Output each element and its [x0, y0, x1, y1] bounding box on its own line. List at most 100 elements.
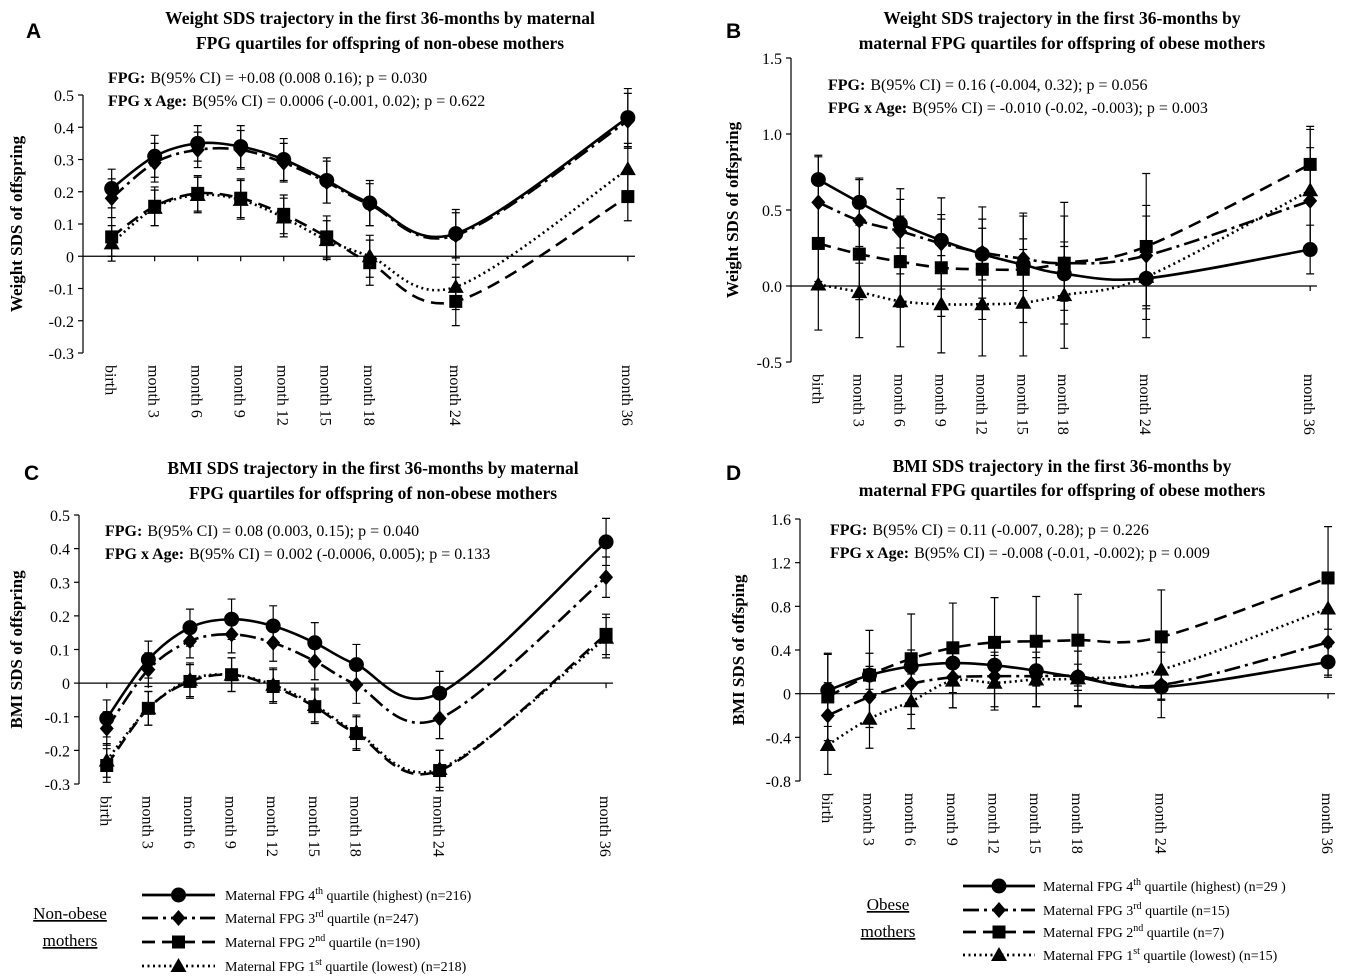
y-tick-label: 0.2 — [50, 609, 70, 626]
data-point — [140, 700, 157, 715]
data-point — [361, 248, 378, 263]
annotation-text: B(95% CI) = -0.008 (-0.01, -0.002); p = … — [914, 545, 1210, 562]
y-tick-label: 0 — [66, 249, 74, 266]
y-tick-label: 1.2 — [771, 556, 791, 573]
annotation-text: B(95% CI) = 0.08 (0.003, 0.15); p = 0.04… — [147, 523, 419, 540]
legend-label-main: Maternal FPG 1 — [1043, 949, 1133, 964]
y-tick-label: 0.1 — [50, 643, 70, 660]
data-point — [146, 199, 163, 214]
legend-marker — [991, 878, 1007, 894]
data-point — [1069, 670, 1086, 685]
y-tick-label: 1.6 — [771, 512, 791, 529]
annotation: FPG x Age: B(95% CI) = 0.0006 (-0.001, 0.… — [108, 93, 485, 110]
legend-label-rest: quartile (n=247) — [324, 912, 419, 927]
legend-label-rest: quartile (lowest) (n=15) — [1140, 949, 1278, 964]
panel-letter: A — [26, 20, 41, 43]
chart-title: FPG quartiles for offspring of non-obese… — [189, 483, 557, 503]
legend-title: Non-obese — [33, 904, 107, 923]
legend-marker — [992, 902, 1006, 918]
legend-label: Maternal FPG 2nd quartile (n=7) — [1043, 923, 1225, 941]
y-tick-label: 0.3 — [54, 153, 74, 170]
data-point — [1071, 633, 1085, 647]
x-tick-label: birth — [808, 374, 825, 404]
legend-marker — [171, 887, 186, 903]
panel-letter: B — [726, 20, 741, 43]
x-tick-label: month 6 — [890, 374, 907, 427]
data-point — [1029, 634, 1043, 648]
data-point — [182, 633, 197, 650]
x-tick-label: birth — [102, 365, 119, 395]
annotation-text: B(95% CI) = 0.002 (-0.0006, 0.005); p = … — [189, 546, 490, 563]
y-tick-label: 0.5 — [54, 88, 74, 105]
data-point — [1015, 294, 1032, 309]
data-point — [147, 154, 162, 171]
panel: B Weight SDS trajectory in the first 36-m… — [723, 8, 1319, 435]
data-point — [307, 653, 322, 670]
x-tick-label: month 18 — [346, 796, 363, 857]
annotation-label: FPG x Age: — [105, 546, 184, 563]
legend-label-sup: nd — [315, 933, 325, 944]
data-point — [861, 710, 878, 725]
series-line — [105, 576, 607, 730]
y-tick-label: 0.3 — [50, 575, 70, 592]
x-tick-label: month 3 — [145, 365, 162, 418]
panel: D BMI SDS trajectory in the first 36-mont… — [726, 456, 1337, 854]
x-tick-label: month 12 — [985, 793, 1002, 854]
data-point — [233, 141, 248, 158]
legend-label-rest: quartile (n=190) — [325, 936, 420, 951]
chart-title: BMI SDS trajectory in the first 36-month… — [167, 458, 578, 478]
series-line — [827, 607, 1329, 747]
data-point — [98, 752, 115, 767]
data-point — [946, 641, 960, 655]
legend-label: Maternal FPG 1st quartile (lowest) (n=21… — [225, 957, 467, 975]
data-point — [1320, 600, 1337, 615]
annotation-label: FPG x Age: — [830, 545, 909, 562]
series-line — [110, 119, 629, 240]
chart-title: maternal FPG quartiles for offspring of … — [859, 480, 1266, 500]
annotation-text: B(95% CI) = 0.0006 (-0.001, 0.02); p = 0… — [192, 93, 485, 110]
data-point — [620, 112, 635, 129]
y-axis-label: BMI SDS of offspring — [7, 570, 26, 729]
legend-label: Maternal FPG 4th quartile (highest) (n=2… — [1043, 877, 1286, 895]
x-tick-label: month 3 — [138, 796, 155, 849]
legend-marker — [171, 910, 186, 926]
data-point — [448, 227, 463, 244]
data-point — [810, 276, 827, 291]
annotation-label: FPG: — [830, 522, 867, 539]
data-point — [232, 191, 249, 206]
y-tick-label: -0.2 — [49, 314, 74, 331]
data-point — [599, 569, 614, 586]
data-point — [988, 635, 1002, 649]
data-point — [266, 634, 281, 651]
x-tick-label: month 6 — [901, 793, 918, 846]
x-tick-label: month 15 — [1013, 374, 1030, 435]
y-tick-label: -0.5 — [757, 355, 782, 372]
data-point — [189, 186, 206, 201]
x-tick-label: birth — [97, 796, 114, 826]
y-tick-label: 1.0 — [762, 127, 782, 144]
y-tick-label: 0.5 — [762, 203, 782, 220]
series-line — [110, 191, 629, 305]
x-tick-label: month 12 — [274, 365, 291, 426]
x-tick-label: month 36 — [618, 365, 635, 426]
annotation-label: FPG: — [108, 70, 145, 87]
data-point — [821, 690, 835, 704]
data-point — [447, 278, 464, 293]
y-axis-label: Weight SDS of offspring — [7, 135, 26, 312]
y-tick-label: 0.2 — [54, 185, 74, 202]
data-point — [933, 296, 950, 311]
x-tick-label: month 36 — [1300, 374, 1317, 435]
data-point — [181, 671, 198, 686]
annotation-text: B(95% CI) = -0.010 (-0.02, -0.003); p = … — [912, 100, 1208, 117]
legend-marker — [170, 958, 187, 972]
data-point — [892, 293, 909, 308]
legend-label-main: Maternal FPG 2 — [225, 936, 315, 951]
annotation: FPG x Age: B(95% CI) = -0.010 (-0.02, -0.… — [828, 100, 1208, 117]
legend-title: mothers — [43, 931, 98, 950]
data-point — [223, 666, 240, 681]
legend-label-rest: quartile (highest) (n=216) — [323, 889, 472, 904]
x-tick-label: month 6 — [180, 796, 197, 849]
legend-label: Maternal FPG 2nd quartile (n=190) — [225, 933, 421, 951]
data-point — [319, 174, 334, 191]
legend-label-rest: quartile (highest) (n=29 ) — [1141, 880, 1286, 895]
